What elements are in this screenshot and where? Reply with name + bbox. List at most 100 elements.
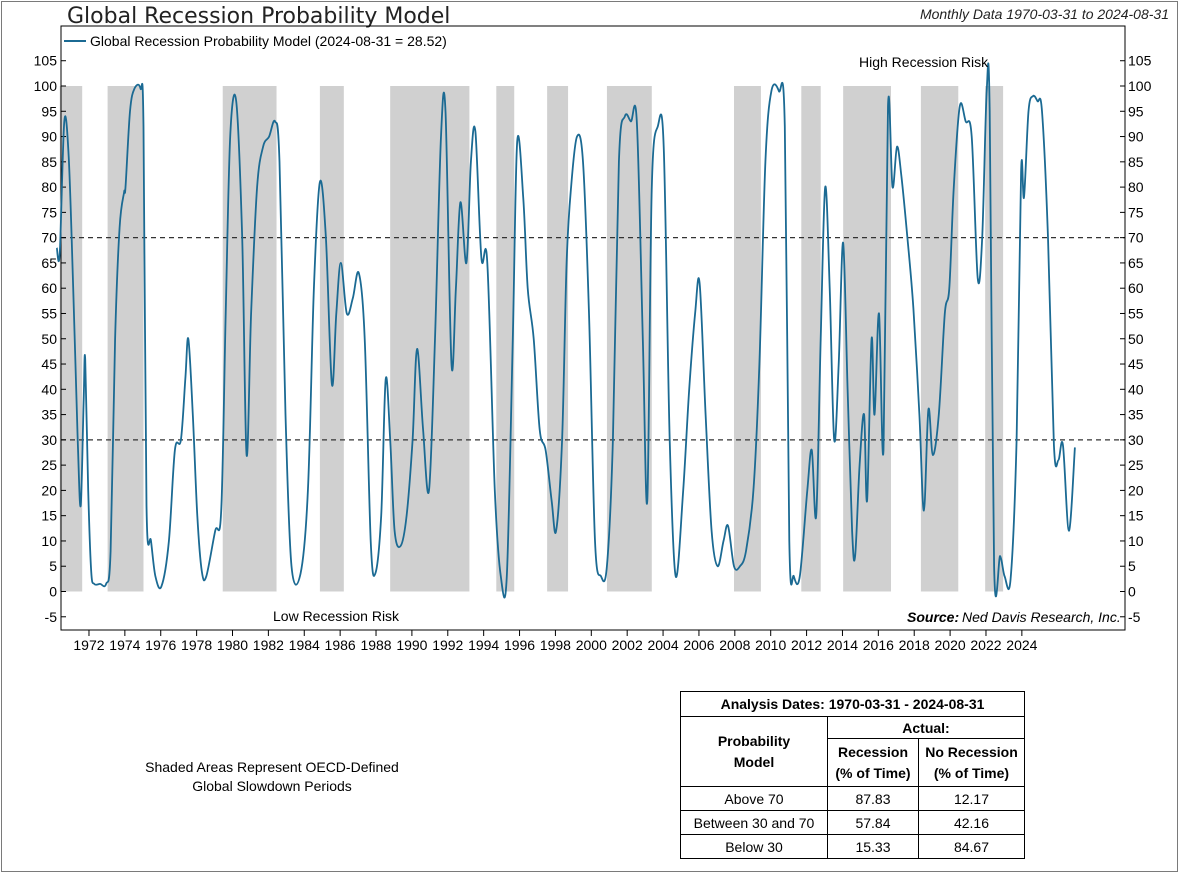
y-tick-label: 45 — [1128, 356, 1144, 372]
y-tick-label: 10 — [1128, 533, 1144, 549]
y-tick-label: 30 — [1128, 432, 1144, 448]
y-tick-label: 50 — [1128, 331, 1144, 347]
y-tick-label: 5 — [49, 558, 57, 574]
shaded-period — [107, 86, 144, 592]
x-tick-label: 2022 — [970, 637, 1001, 653]
table-row: Between 30 and 70 57.84 42.16 — [680, 810, 1025, 835]
series-line — [55, 62, 1076, 599]
row-recession: 15.33 — [827, 834, 919, 859]
low-risk-label: Low Recession Risk — [273, 608, 400, 624]
no-recession-header-line2: (% of Time) — [933, 764, 1010, 781]
x-tick-label: 2008 — [719, 637, 750, 653]
plot-border — [60, 25, 1126, 631]
shaded-period — [319, 86, 344, 592]
y-tick-label: 55 — [1128, 305, 1144, 321]
y-tick-label: 80 — [1128, 179, 1144, 195]
x-tick-label: 1980 — [217, 637, 248, 653]
shade-note-line2: Global Slowdown Periods — [192, 778, 352, 794]
high-risk-label: High Recession Risk — [859, 54, 989, 70]
shaded-period — [801, 86, 821, 592]
y-axis-left: -5 0 5 10 15 20 25 30 35 40 45 50 55 60 65 70 75 80 85 90 95… — [34, 53, 66, 625]
x-tick-label: 1998 — [540, 637, 571, 653]
x-tick-label: 1988 — [360, 637, 391, 653]
row-label: Above 70 — [680, 786, 828, 811]
y-tick-label: 100 — [1128, 78, 1152, 94]
analysis-table: Analysis Dates: 1970-03-31 - 2024-08-31 … — [680, 691, 1025, 859]
x-tick-label: 2004 — [647, 637, 678, 653]
shaded-period — [390, 86, 470, 592]
y-tick-label: 35 — [1128, 407, 1144, 423]
y-tick-label: 85 — [1128, 154, 1144, 170]
chart-subtitle: Monthly Data 1970-03-31 to 2024-08-31 — [919, 6, 1169, 22]
x-tick-label: 2006 — [683, 637, 714, 653]
y-tick-label: 10 — [41, 533, 57, 549]
row-no-recession: 84.67 — [918, 834, 1025, 859]
shaded-periods — [59, 86, 1004, 592]
y-tick-label: 20 — [41, 482, 57, 498]
y-tick-label: 5 — [1128, 558, 1136, 574]
x-tick-label: 2018 — [899, 637, 930, 653]
y-tick-label: -5 — [45, 609, 58, 625]
y-tick-label: 40 — [1128, 381, 1144, 397]
y-tick-label: 70 — [1128, 230, 1144, 246]
shaded-period — [985, 86, 1004, 592]
shaded-period — [496, 86, 515, 592]
y-tick-label: 100 — [34, 78, 58, 94]
y-tick-label: 55 — [41, 305, 57, 321]
reference-lines — [61, 237, 1125, 441]
x-tick-label: 1974 — [109, 637, 140, 653]
x-tick-label: 2000 — [576, 637, 607, 653]
chart-title: Global Recession Probability Model — [67, 4, 451, 29]
y-tick-label: 15 — [1128, 508, 1144, 524]
no-recession-header: No Recession (% of Time) — [918, 738, 1025, 787]
y-tick-label: 45 — [41, 356, 57, 372]
y-tick-label: 105 — [1128, 53, 1152, 69]
x-tick-label: 1996 — [504, 637, 535, 653]
y-tick-label: 70 — [41, 230, 57, 246]
row-recession: 87.83 — [827, 786, 919, 811]
x-tick-label: 1976 — [145, 637, 176, 653]
table-row: Above 70 87.83 12.17 — [680, 786, 1025, 811]
x-tick-label: 1990 — [396, 637, 427, 653]
row-no-recession: 12.17 — [918, 786, 1025, 811]
y-tick-label: 65 — [41, 255, 57, 271]
table-row: Below 30 15.33 84.67 — [680, 834, 1025, 859]
y-tick-label: 75 — [41, 204, 57, 220]
shade-note-line1: Shaded Areas Represent OECD-Defined — [145, 759, 399, 775]
shaded-period — [734, 86, 761, 592]
x-tick-label: 1992 — [432, 637, 463, 653]
actual-header: Actual: — [827, 716, 1025, 739]
y-tick-label: 15 — [41, 508, 57, 524]
probability-model-line2: Model — [733, 753, 775, 770]
shaded-period — [547, 86, 569, 592]
y-tick-label: 25 — [1128, 457, 1144, 473]
x-tick-label: 1982 — [253, 637, 284, 653]
y-tick-label: 25 — [41, 457, 57, 473]
x-tick-label: 2016 — [863, 637, 894, 653]
y-tick-label: -5 — [1128, 609, 1141, 625]
x-tick-label: 2002 — [612, 637, 643, 653]
row-label: Below 30 — [680, 834, 828, 859]
x-tick-label: 1986 — [325, 637, 356, 653]
chart-area: -505101520253035404550556065707580859095… — [34, 25, 1152, 653]
x-tick-label: 2010 — [755, 637, 786, 653]
x-tick-label: 1984 — [289, 637, 320, 653]
x-tick-label: 2014 — [827, 637, 858, 653]
recession-header-line1: Recession — [837, 743, 909, 760]
y-tick-label: 75 — [1128, 204, 1144, 220]
y-tick-label: 30 — [41, 432, 57, 448]
shaded-period — [920, 86, 959, 592]
y-axis-right: -5 0 5 10 15 20 25 30 35 40 45 50 55 60 65 70 75 80 85 90 95… — [1120, 53, 1152, 625]
y-tick-label: 20 — [1128, 482, 1144, 498]
y-tick-label: 80 — [41, 179, 57, 195]
recession-header-line2: (% of Time) — [835, 764, 911, 781]
legend-label: Global Recession Probability Model (2024… — [90, 33, 447, 49]
analysis-dates-header: Analysis Dates: 1970-03-31 - 2024-08-31 — [680, 691, 1025, 717]
y-tick-label: 65 — [1128, 255, 1144, 271]
shade-note: Shaded Areas Represent OECD-Defined Glob… — [118, 758, 426, 796]
probability-model-header: Probability Model — [680, 716, 828, 787]
y-tick-label: 95 — [1128, 103, 1144, 119]
y-tick-label: 50 — [41, 331, 57, 347]
row-recession: 57.84 — [827, 810, 919, 835]
